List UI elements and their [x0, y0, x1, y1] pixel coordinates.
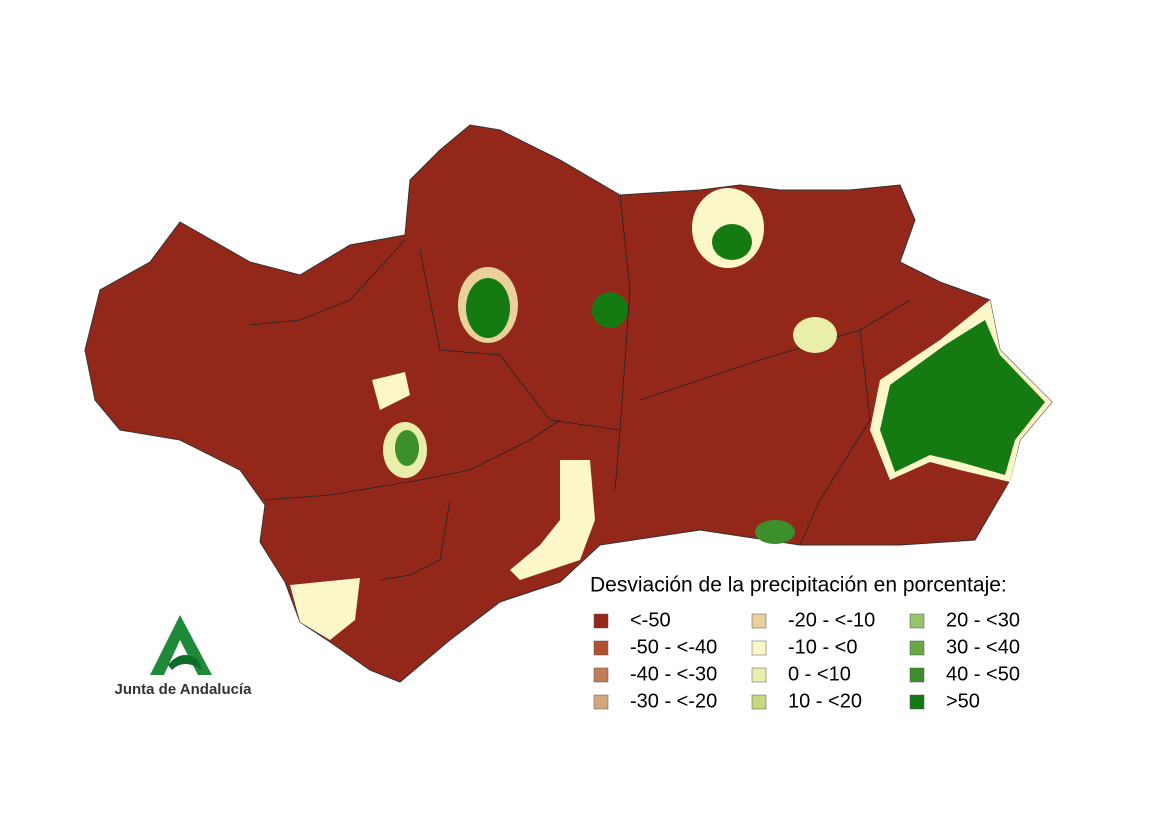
legend-swatch — [909, 667, 925, 683]
logo: Junta de Andalucía — [115, 615, 253, 698]
legend-label: 0 - <10 — [788, 663, 851, 685]
legend-swatch — [751, 694, 767, 710]
legend-label: 10 - <20 — [788, 690, 862, 712]
legend-swatch — [593, 694, 609, 710]
legend-label: -40 - <-30 — [630, 663, 717, 685]
legend-swatch — [751, 613, 767, 629]
legend-swatch — [593, 613, 609, 629]
legend-label: 30 - <40 — [946, 636, 1020, 658]
wet-zone-jaen-north-core — [712, 224, 752, 260]
legend-swatch — [909, 640, 925, 656]
legend-swatch — [751, 667, 767, 683]
wet-zone-center — [592, 292, 628, 328]
wet-zone-cadiz — [290, 578, 360, 640]
legend-label: -30 - <-20 — [630, 690, 717, 712]
legend-swatch — [909, 613, 925, 629]
wet-zone-sevilla-core — [395, 430, 419, 466]
legend-title: Desviación de la precipitación en porcen… — [590, 574, 1007, 597]
legend-label: -50 - <-40 — [630, 636, 717, 658]
legend-label: <-50 — [630, 609, 671, 631]
legend: Desviación de la precipitación en porcen… — [590, 574, 1020, 713]
wet-zone-granada-coast — [755, 520, 795, 544]
wet-zone-jaen — [793, 317, 837, 353]
legend-swatch — [909, 694, 925, 710]
logo-mark-curve — [168, 655, 202, 670]
legend-swatch — [593, 667, 609, 683]
wet-zone-cordoba-core — [466, 278, 510, 338]
legend-label: -20 - <-10 — [788, 609, 875, 631]
legend-label: -10 - <0 — [788, 636, 857, 658]
legend-swatch — [593, 640, 609, 656]
wet-zone-east-core — [880, 320, 1045, 475]
logo-text: Junta de Andalucía — [115, 681, 253, 698]
province-borders — [249, 194, 911, 581]
legend-label: >50 — [946, 690, 980, 712]
andalusia-map — [84, 124, 1053, 683]
legend-label: 40 - <50 — [946, 663, 1020, 685]
wet-zone-huelva — [372, 372, 410, 410]
legend-swatch — [751, 640, 767, 656]
wet-zone-malaga — [510, 460, 595, 580]
logo-mark — [150, 615, 212, 675]
legend-label: 20 - <30 — [946, 609, 1020, 631]
